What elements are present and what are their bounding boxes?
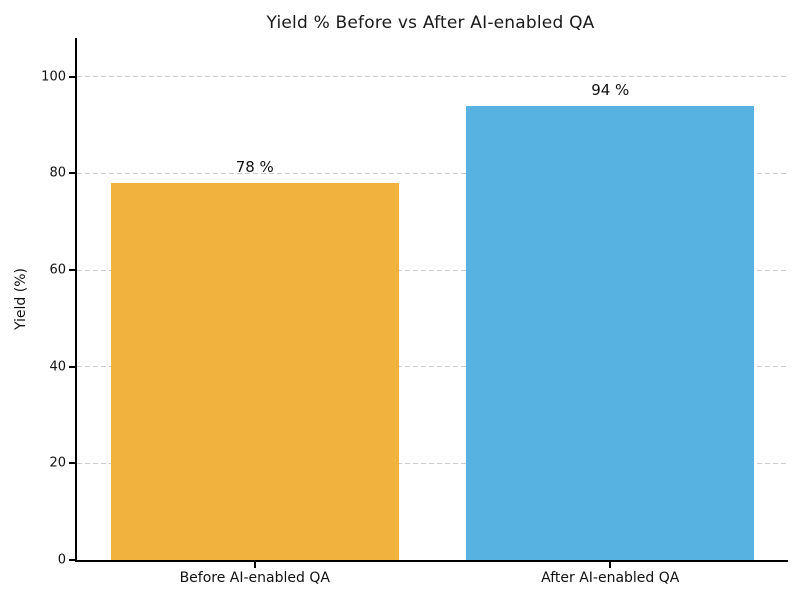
chart-title: Yield % Before vs After AI-enabled QA — [266, 13, 595, 33]
gridline-y-100 — [77, 76, 788, 78]
y-tick-label: 100 — [41, 69, 66, 85]
x-tick-label: After AI-enabled QA — [541, 570, 680, 586]
x-axis-tick-mark — [609, 562, 612, 568]
y-axis-label: Yield (%) — [13, 267, 29, 331]
bar-value-label: 94 % — [591, 80, 630, 99]
x-tick-label: Before AI-enabled QA — [179, 570, 330, 586]
gridline-y-20 — [77, 462, 788, 464]
y-axis-tick-mark — [69, 462, 75, 465]
y-axis-tick-mark — [69, 269, 75, 271]
y-tick-label: 80 — [49, 165, 66, 181]
bar-value-label: 78 % — [235, 158, 274, 176]
y-tick-label: 20 — [49, 455, 66, 471]
plot-area: 0 20 40 60 80 100 78 % Before AI-enabled QA 94 %… — [41, 38, 788, 586]
y-axis-tick-mark — [69, 75, 75, 78]
x-axis-tick-mark — [253, 562, 256, 568]
bar-before — [110, 183, 399, 560]
gridline-y-80 — [77, 172, 788, 174]
y-axis-tick-mark — [69, 559, 75, 561]
bar-after — [466, 105, 755, 560]
y-tick-label: 60 — [49, 262, 66, 278]
y-tick-label: 0 — [57, 552, 66, 568]
y-axis-tick-mark — [69, 365, 75, 368]
gridline-y-40 — [77, 366, 788, 368]
y-tick-label: 40 — [49, 359, 66, 375]
gridline-y-60 — [77, 269, 788, 271]
y-axis-tick-mark — [69, 172, 75, 175]
